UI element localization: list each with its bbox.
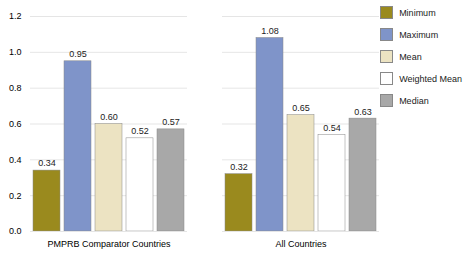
svg-text:0.60: 0.60 [100, 112, 118, 122]
html-text:Weighted Mean: Weighted Mean [399, 73, 462, 84]
svg-text:0.6: 0.6 [9, 119, 22, 129]
svg-text:0.52: 0.52 [131, 126, 149, 136]
svg-text:0.4: 0.4 [9, 155, 22, 165]
svg-text:0.54: 0.54 [323, 123, 341, 133]
svg-text:0.0: 0.0 [9, 226, 22, 236]
html-text:Mean: Mean [399, 51, 422, 62]
svg-text:0.63: 0.63 [354, 107, 372, 117]
html-text:Maximum: Maximum [399, 29, 439, 40]
html-text:Minimum: Minimum [399, 7, 436, 18]
svg-text:1.0: 1.0 [9, 47, 22, 57]
svg-text:0.57: 0.57 [162, 117, 180, 127]
svg-text:PMPRB Comparator Countries: PMPRB Comparator Countries [47, 239, 171, 249]
svg-text:0.8: 0.8 [9, 83, 22, 93]
html-text:Median: Median [399, 95, 429, 106]
svg-text:All Countries: All Countries [275, 239, 327, 249]
svg-text:0.34: 0.34 [38, 158, 56, 168]
svg-text:0.65: 0.65 [292, 103, 310, 113]
svg-text:1.08: 1.08 [261, 26, 279, 36]
svg-text:1.2: 1.2 [9, 11, 22, 21]
svg-text:0.32: 0.32 [230, 162, 248, 172]
svg-text:0.95: 0.95 [69, 49, 87, 59]
svg-text:0.2: 0.2 [9, 191, 22, 201]
